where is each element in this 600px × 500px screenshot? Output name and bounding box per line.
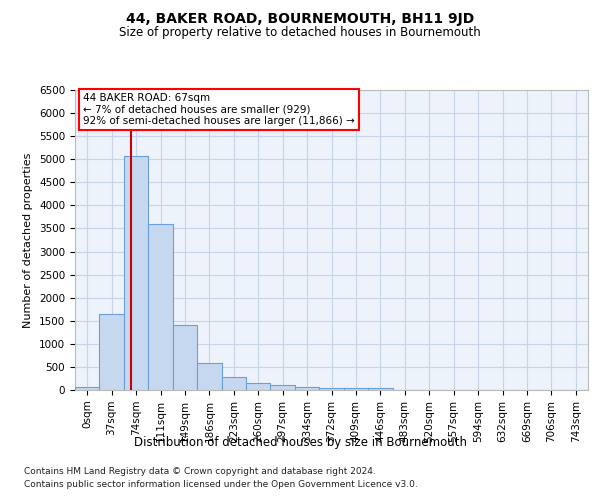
Bar (75, 386, 100, 390)
Bar (368, 388, 392, 390)
Bar (100, 314, 124, 390)
Text: 44, BAKER ROAD, BOURNEMOUTH, BH11 9JD: 44, BAKER ROAD, BOURNEMOUTH, BH11 9JD (126, 12, 474, 26)
Bar (319, 388, 344, 390)
Text: Contains public sector information licensed under the Open Government Licence v3: Contains public sector information licen… (24, 480, 418, 489)
Bar (197, 363, 221, 390)
Bar (221, 377, 246, 390)
Bar (173, 326, 197, 390)
Text: 44 BAKER ROAD: 67sqm
← 7% of detached houses are smaller (929)
92% of semi-detac: 44 BAKER ROAD: 67sqm ← 7% of detached ho… (83, 93, 355, 126)
Bar (246, 383, 271, 390)
Bar (124, 156, 148, 390)
Bar (295, 386, 319, 390)
Text: Distribution of detached houses by size in Bournemouth: Distribution of detached houses by size … (133, 436, 467, 449)
Bar (271, 385, 295, 390)
Bar (148, 224, 173, 390)
Text: Contains HM Land Registry data © Crown copyright and database right 2024.: Contains HM Land Registry data © Crown c… (24, 467, 376, 476)
Y-axis label: Number of detached properties: Number of detached properties (23, 152, 34, 328)
Text: Size of property relative to detached houses in Bournemouth: Size of property relative to detached ho… (119, 26, 481, 39)
Bar (344, 388, 368, 390)
